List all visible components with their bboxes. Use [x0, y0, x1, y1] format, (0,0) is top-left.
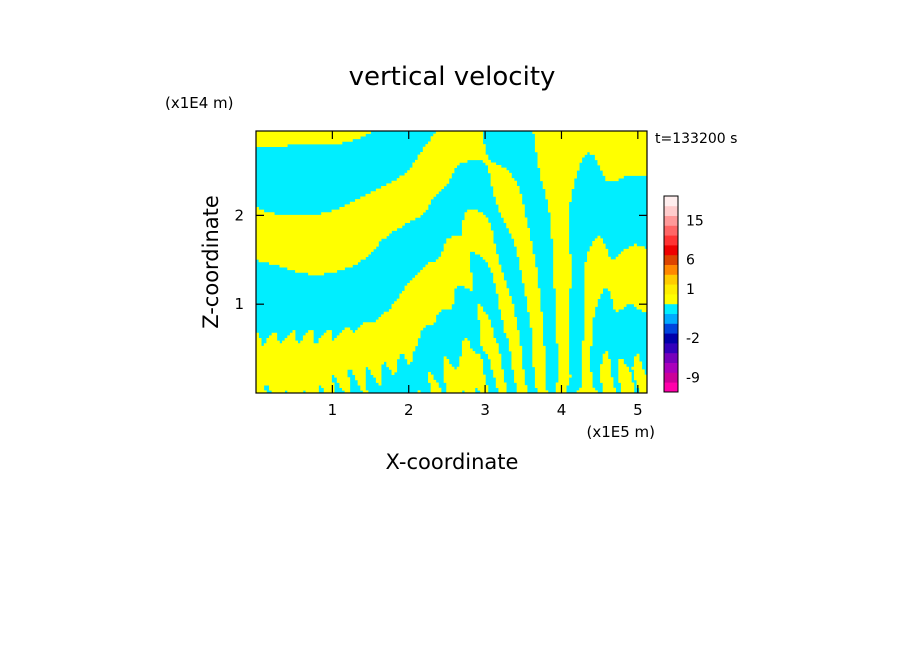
- x-tick-label: 4: [557, 401, 567, 419]
- colorbar-swatch: [664, 372, 678, 383]
- y-tick-label: 1: [234, 295, 244, 313]
- colorbar-swatch: [664, 303, 678, 314]
- colorbar-swatch: [664, 313, 678, 324]
- colorbar: -9 -2 1 6 15: [663, 195, 704, 393]
- colorbar-swatch: [664, 362, 678, 373]
- y-unit-label: (x1E4 m): [165, 94, 234, 112]
- x-tick-label: 1: [328, 401, 338, 419]
- x-tick-label: 3: [480, 401, 490, 419]
- colorbar-swatch: [664, 196, 678, 207]
- x-unit-label: (x1E5 m): [586, 423, 655, 441]
- colorbar-swatch: [664, 323, 678, 334]
- y-axis-ticks: 12: [234, 206, 647, 313]
- colorbar-swatch: [664, 245, 678, 256]
- colorbar-swatch: [664, 254, 678, 265]
- positive-velocity-region: [255, 131, 648, 394]
- colorbar-swatch: [664, 205, 678, 216]
- colorbar-label: 6: [686, 253, 695, 269]
- colorbar-swatch: [664, 294, 678, 305]
- y-tick-label: 2: [234, 206, 244, 224]
- colorbar-swatch: [664, 235, 678, 246]
- colorbar-swatch: [664, 284, 678, 295]
- colorbar-swatch: [664, 352, 678, 363]
- colorbar-swatch: [664, 225, 678, 236]
- colorbar-frame: [663, 195, 679, 393]
- velocity-field: [255, 131, 648, 394]
- colorbar-label: -9: [686, 370, 700, 386]
- chart-title: vertical velocity: [349, 62, 556, 92]
- colorbar-swatch: [664, 215, 678, 226]
- x-tick-label: 2: [404, 401, 414, 419]
- colorbar-label: 15: [686, 214, 704, 230]
- time-label: t=133200 s: [655, 131, 737, 147]
- y-axis-label: Z-coordinate: [199, 195, 223, 329]
- colorbar-label: 1: [686, 282, 695, 298]
- colorbar-swatch: [664, 382, 678, 393]
- plot-frame: [255, 130, 648, 394]
- colorbar-swatch: [664, 333, 678, 344]
- x-axis-label: X-coordinate: [386, 450, 519, 474]
- x-axis-ticks: 1 2 3 4 5: [328, 131, 643, 419]
- x-tick-label: 5: [633, 401, 643, 419]
- colorbar-swatch: [664, 264, 678, 275]
- colorbar-swatch: [664, 274, 678, 285]
- colorbar-swatch: [664, 343, 678, 354]
- colorbar-label: -2: [686, 331, 700, 347]
